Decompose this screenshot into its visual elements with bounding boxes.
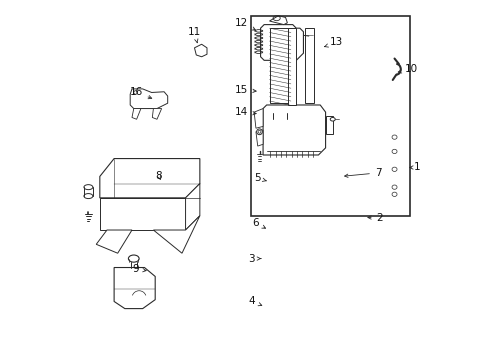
Text: 2: 2 (367, 212, 383, 222)
Polygon shape (114, 267, 155, 309)
Polygon shape (153, 216, 200, 253)
Polygon shape (194, 44, 206, 57)
Ellipse shape (128, 255, 139, 262)
Text: 4: 4 (248, 296, 261, 306)
Polygon shape (260, 24, 303, 60)
Polygon shape (100, 198, 185, 230)
Polygon shape (132, 109, 141, 119)
Ellipse shape (329, 117, 335, 121)
Ellipse shape (272, 109, 287, 116)
Ellipse shape (391, 135, 396, 139)
Text: 13: 13 (324, 37, 343, 48)
Text: 9: 9 (132, 264, 146, 274)
Bar (305, 28, 313, 103)
Polygon shape (254, 109, 263, 128)
Ellipse shape (271, 83, 288, 97)
Text: 14: 14 (234, 107, 256, 117)
Polygon shape (185, 184, 200, 230)
Polygon shape (100, 158, 200, 198)
Bar (287, 28, 295, 105)
Text: 16: 16 (129, 87, 151, 99)
Polygon shape (130, 89, 167, 109)
Text: 8: 8 (155, 171, 162, 181)
Bar (269, 28, 290, 103)
Polygon shape (152, 109, 162, 119)
Text: 1: 1 (409, 162, 420, 172)
Polygon shape (263, 105, 325, 155)
Ellipse shape (391, 192, 396, 197)
Text: 7: 7 (344, 168, 381, 178)
Bar (325, 116, 333, 134)
Polygon shape (96, 230, 132, 253)
Ellipse shape (256, 129, 262, 135)
Text: 5: 5 (253, 173, 265, 183)
Ellipse shape (391, 149, 396, 154)
Text: 6: 6 (252, 218, 265, 228)
Polygon shape (255, 130, 263, 146)
Polygon shape (269, 16, 287, 24)
Text: 3: 3 (248, 253, 260, 264)
Text: 15: 15 (234, 85, 256, 95)
Text: 12: 12 (234, 18, 255, 30)
Polygon shape (308, 33, 312, 39)
Text: 11: 11 (187, 27, 201, 43)
Ellipse shape (391, 167, 396, 171)
Ellipse shape (391, 185, 396, 189)
Bar (250, 16, 409, 216)
Text: 10: 10 (397, 64, 418, 74)
